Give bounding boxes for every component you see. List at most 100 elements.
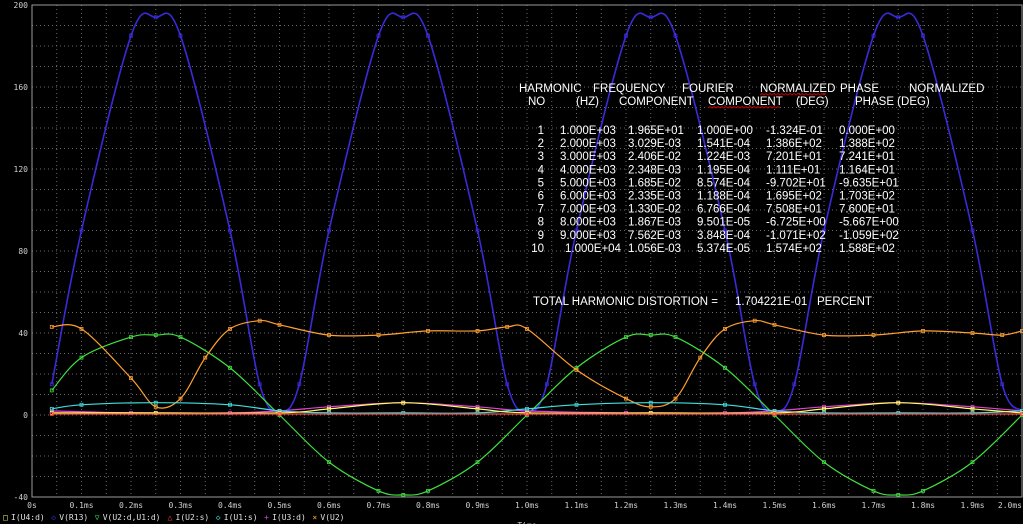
fourier-cell: 1.224E-03 xyxy=(697,151,750,163)
thd-unit: PERCENT xyxy=(817,296,872,308)
fourier-cell: 10 xyxy=(531,243,544,255)
data-point xyxy=(723,365,727,370)
data-point xyxy=(401,400,406,405)
fourier-cell: 7.600E+01 xyxy=(839,204,895,216)
fourier-cell: 4 xyxy=(538,164,545,176)
data-point xyxy=(178,33,183,38)
fourier-cell: 7.201E+01 xyxy=(766,151,822,163)
data-point xyxy=(574,228,579,233)
fourier-cell: -9.635E+01 xyxy=(839,177,899,189)
legend: □ I(U4:d) ◇ V(R13) ▽ V(U2:d,U1:d) △ I(U2:s) ◇ I(U… xyxy=(3,513,344,522)
fourier-cell: 1.000E+00 xyxy=(697,125,753,137)
data-point xyxy=(129,33,133,38)
axis-frame xyxy=(31,4,1023,498)
data-point xyxy=(297,382,302,387)
data-point xyxy=(401,493,406,497)
legend-marker: ◇ xyxy=(216,513,221,522)
fourier-cell: 6.000E+03 xyxy=(560,191,616,203)
data-point xyxy=(153,400,158,405)
data-point xyxy=(723,402,727,407)
data-point xyxy=(49,388,54,393)
data-point xyxy=(1000,382,1005,387)
fourier-cell: 9.000E+03 xyxy=(560,230,616,242)
series-v-r13- xyxy=(49,12,1023,413)
fourier-header-1: FOURIER xyxy=(682,83,734,95)
fourier-table: HARMONIC FREQUENCY FOURIER NORMALIZED PHASE N… xyxy=(519,83,984,308)
fourier-cell: 6 xyxy=(538,191,544,203)
y-tick-labels: -40 0 40 80 120 160 200 xyxy=(14,1,29,502)
data-point xyxy=(79,355,84,360)
data-point xyxy=(376,333,381,337)
data-point xyxy=(921,488,925,493)
fourier-cell: 2.348E-03 xyxy=(628,164,681,176)
fourier-cell: 9 xyxy=(538,230,544,242)
data-point xyxy=(257,382,262,387)
y-tick-label: 0 xyxy=(23,411,28,420)
legend-label: V(R13) xyxy=(59,513,88,522)
fourier-header-1: PHASE xyxy=(840,83,879,95)
fourier-cell: 1.965E+01 xyxy=(628,125,684,137)
data-point xyxy=(896,493,901,497)
y-tick-label: -40 xyxy=(14,493,29,502)
data-point xyxy=(203,355,208,360)
fourier-cell: 9.501E-05 xyxy=(697,217,750,229)
data-point xyxy=(327,228,331,233)
x-tick-label: 1.5ms xyxy=(762,501,786,510)
legend-label: I(U3:d) xyxy=(272,513,306,522)
data-point xyxy=(153,15,158,20)
data-point xyxy=(673,396,678,401)
fourier-header-2: (HZ) xyxy=(576,96,599,108)
fourier-cell: 3.029E-03 xyxy=(628,138,681,150)
fourier-cell: 3.848E-04 xyxy=(697,230,751,242)
data-point xyxy=(723,326,727,331)
data-point xyxy=(970,460,975,465)
y-tick-label: 40 xyxy=(18,329,28,338)
data-point xyxy=(49,406,54,411)
data-point xyxy=(79,402,84,407)
fourier-cell: 2.000E+03 xyxy=(560,138,616,150)
data-point xyxy=(153,404,158,409)
fourier-cell: 8.574E-04 xyxy=(697,177,751,189)
data-point xyxy=(772,322,777,327)
legend-marker: × xyxy=(312,513,317,522)
legend-label: V(U2:d,U1:d) xyxy=(103,513,161,522)
x-tick-label: 0.5ms xyxy=(267,501,291,510)
spell-underline xyxy=(707,105,781,109)
data-point xyxy=(49,382,54,387)
legend-label: I(U1:s) xyxy=(224,513,258,522)
fourier-cell: 1.541E-04 xyxy=(697,138,751,150)
data-point xyxy=(544,382,549,387)
fourier-header-1: NORMALIZED xyxy=(760,83,835,95)
series-line xyxy=(51,333,1023,496)
data-point xyxy=(79,326,84,331)
data-point xyxy=(1000,333,1005,337)
y-tick-label: 200 xyxy=(14,1,29,10)
fourier-cell: 1.330E-02 xyxy=(628,204,681,216)
data-point xyxy=(698,355,703,360)
fourier-cell: 3.000E+03 xyxy=(560,151,616,163)
data-point xyxy=(426,33,430,38)
data-point xyxy=(673,335,678,340)
data-point xyxy=(871,488,876,493)
data-point xyxy=(648,15,653,20)
fourier-cell: -1.324E-01 xyxy=(766,125,823,137)
fourier-cell: 1.867E-03 xyxy=(628,217,681,229)
data-point xyxy=(970,228,975,233)
plot-frame xyxy=(31,4,1023,498)
x-tick-label: 0.9ms xyxy=(465,501,489,510)
fourier-cell: 1 xyxy=(538,125,544,137)
series-line xyxy=(51,402,1023,414)
fourier-cell: 1.000E+03 xyxy=(560,125,616,137)
spell-underline xyxy=(759,92,827,96)
fourier-cell: 0.000E+00 xyxy=(839,125,895,137)
x-tick-label: 0.1ms xyxy=(69,501,93,510)
data-point xyxy=(129,335,133,340)
x-tick-label: 0.6ms xyxy=(317,501,341,510)
x-tick-label: 1.4ms xyxy=(713,501,737,510)
data-point xyxy=(752,318,757,323)
fourier-cell: 1.386E+02 xyxy=(766,138,822,150)
data-point xyxy=(574,367,579,372)
x-tick-label: 2.0ms xyxy=(998,501,1022,510)
series-i-u2-s- xyxy=(49,412,1023,416)
